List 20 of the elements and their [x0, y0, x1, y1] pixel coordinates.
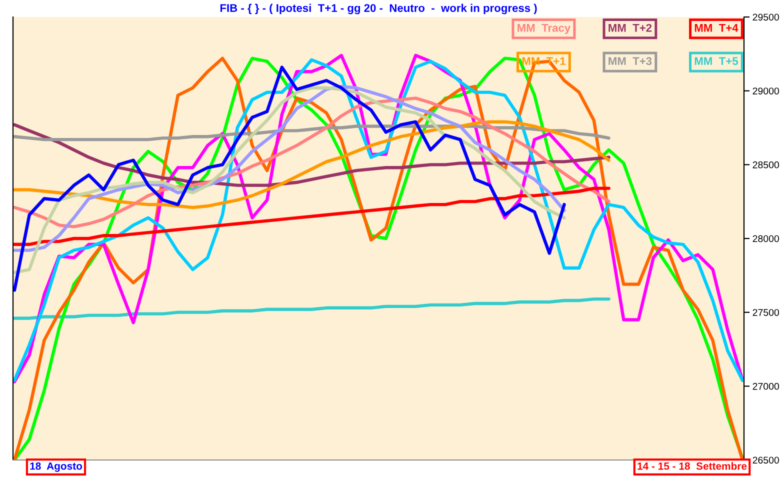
text: MM T+2: [608, 24, 652, 32]
text: MM T+3: [608, 57, 652, 66]
text: 18 Agosto: [30, 462, 82, 472]
text: MM T+4: [694, 24, 738, 32]
line-series: [13, 66, 566, 292]
y-tick-label: 27000: [752, 382, 779, 390]
y-tick-label: 26500: [752, 456, 779, 464]
line-series: [13, 186, 610, 246]
y-tick-label: 27500: [752, 309, 779, 316]
text: MM Tracy: [518, 24, 571, 34]
text: MM T+5: [694, 57, 738, 66]
y-tick-label: 28500: [752, 161, 779, 168]
line-series: [13, 297, 610, 320]
y-tick-label: 29500: [752, 14, 779, 21]
text: 14 - 15 - 18 Settembre: [638, 462, 747, 470]
chart-title: FIB - { } - ( Ipotesi T+1 - gg 20 - Neutro - work in progress ): [220, 4, 537, 14]
y-tick-label: 29000: [752, 88, 779, 94]
text: MM T+1: [522, 57, 566, 65]
y-tick-label: 28000: [752, 235, 779, 242]
line-series: [13, 120, 610, 210]
